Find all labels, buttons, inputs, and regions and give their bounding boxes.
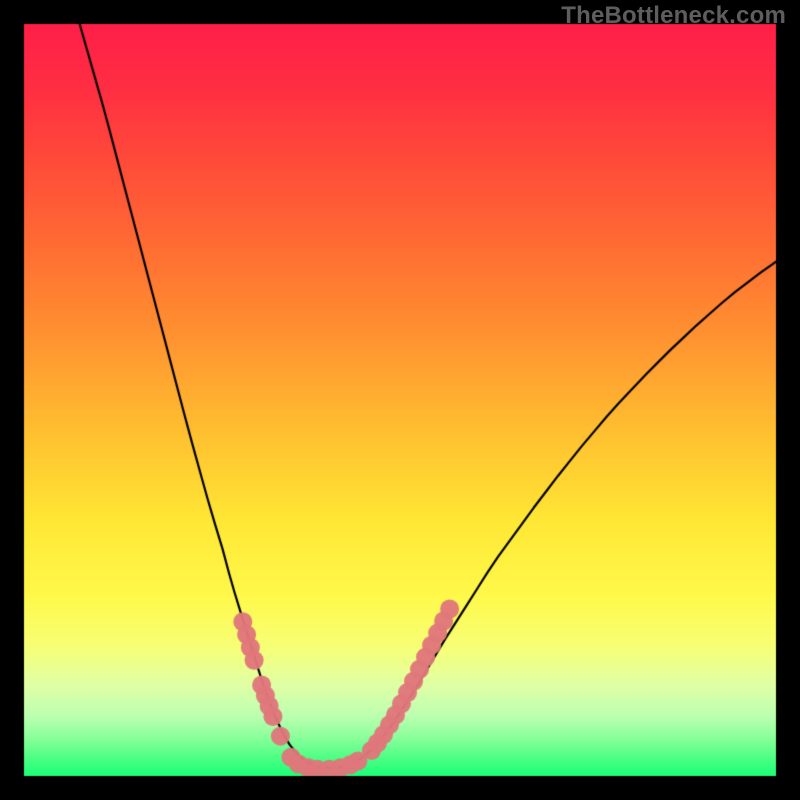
watermark-label: TheBottleneck.com [561, 2, 786, 30]
bottleneck-chart-canvas [0, 0, 800, 800]
